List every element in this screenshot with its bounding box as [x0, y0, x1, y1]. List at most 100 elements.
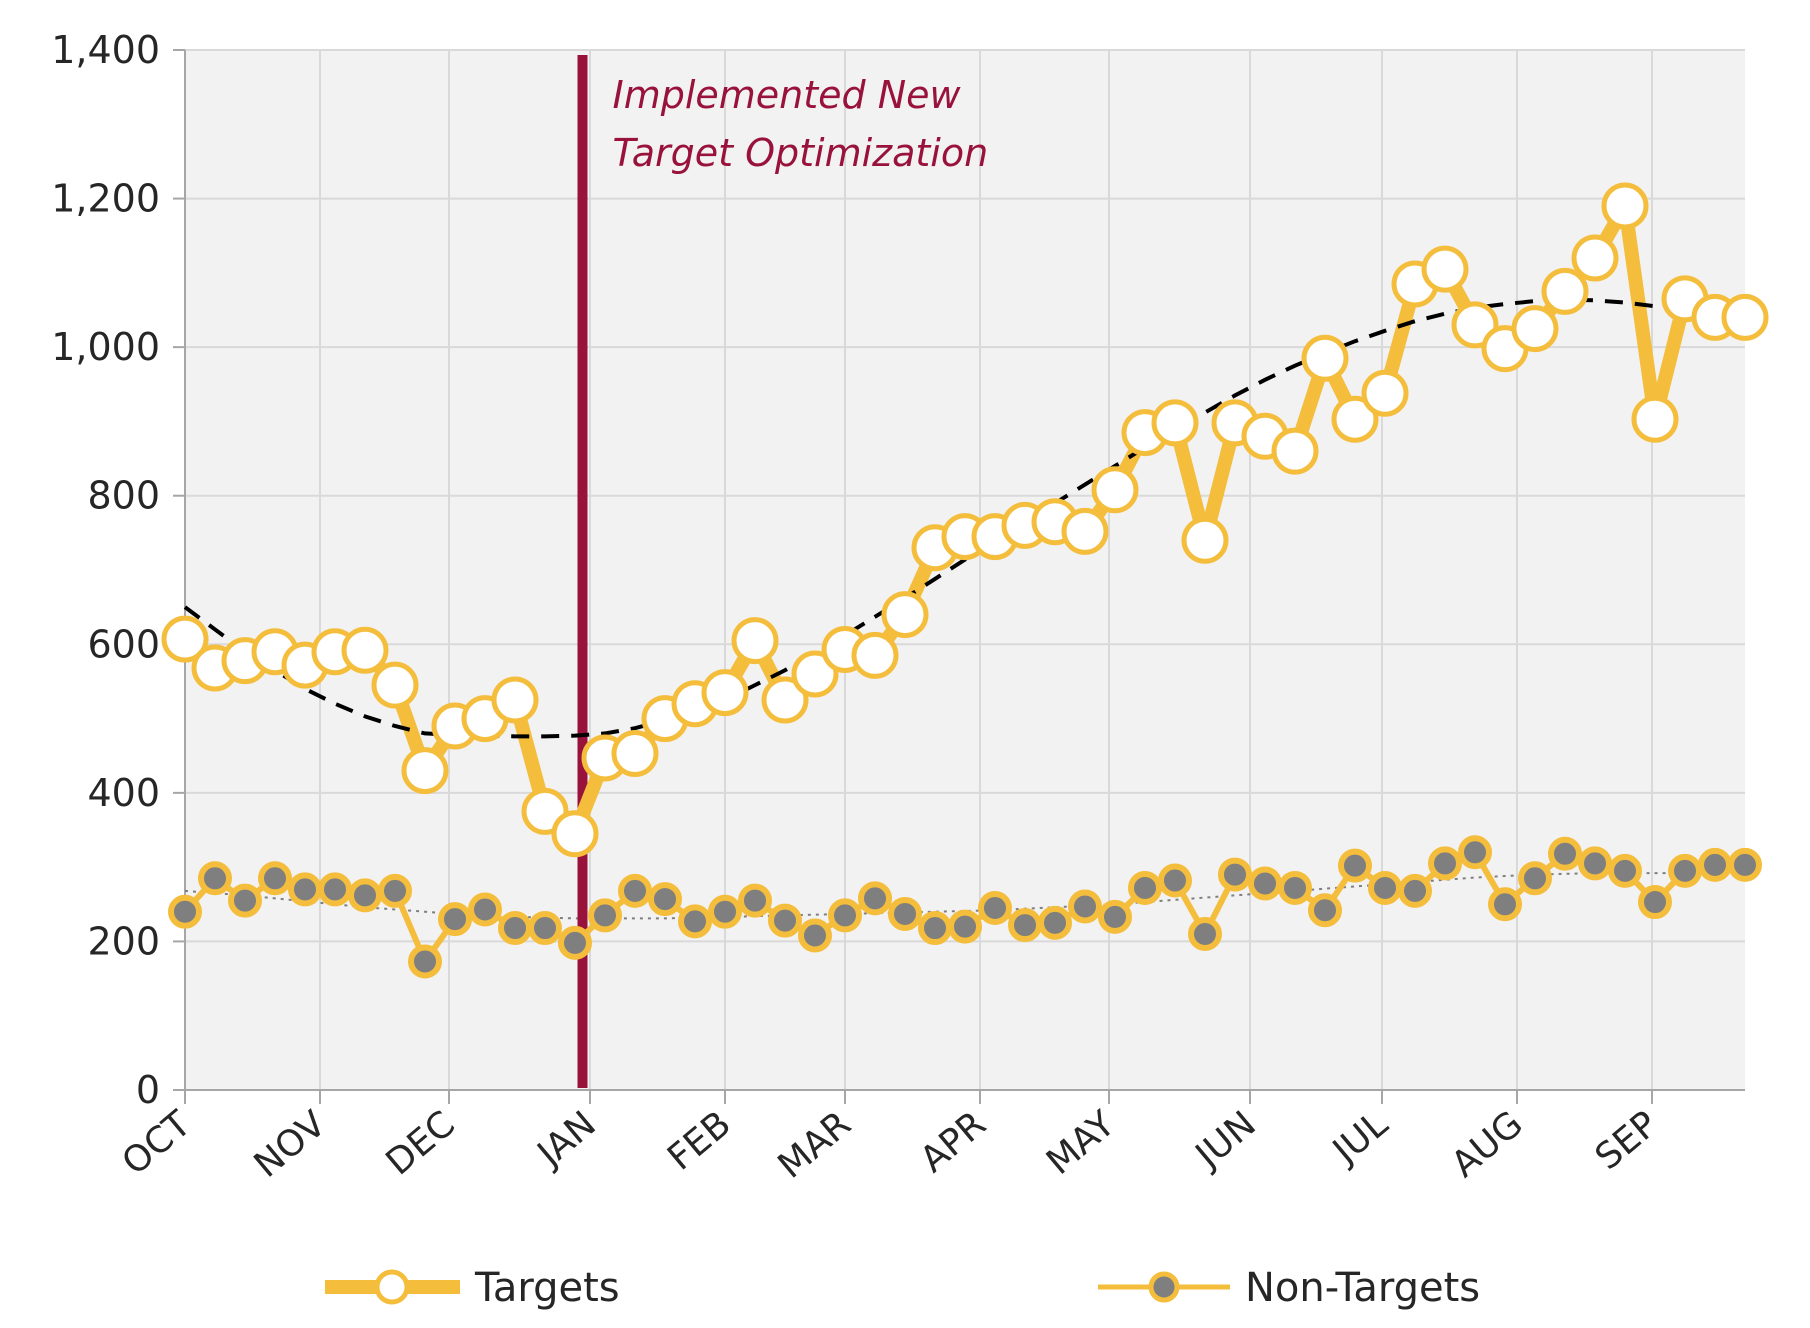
point-nontargets	[708, 894, 742, 929]
point-nontargets	[258, 861, 292, 896]
x-tick-label: JAN	[529, 1103, 604, 1175]
x-tick-label: NOV	[247, 1103, 334, 1186]
point-nontargets	[1608, 853, 1642, 888]
point-nontargets	[588, 898, 622, 933]
point-nontargets	[918, 911, 952, 946]
point-nontargets	[1098, 899, 1132, 934]
point-nontargets	[528, 911, 562, 946]
point-targets	[881, 591, 929, 639]
annotation: Implemented New Target Optimization	[577, 55, 989, 1088]
point-nontargets	[1158, 863, 1192, 898]
legend-nontargets-marker	[1148, 1271, 1180, 1303]
point-nontargets	[828, 898, 862, 933]
x-tick-label: AUG	[1444, 1103, 1531, 1185]
point-nontargets	[768, 903, 802, 938]
y-tick-label: 1,000	[51, 325, 160, 369]
point-nontargets	[378, 873, 412, 908]
point-nontargets	[648, 882, 682, 917]
point-targets	[1091, 466, 1139, 514]
point-nontargets	[978, 891, 1012, 925]
y-tick-label: 200	[87, 919, 160, 963]
point-nontargets	[1458, 835, 1492, 870]
point-nontargets	[1038, 905, 1072, 940]
y-tick-label: 0	[136, 1068, 160, 1112]
point-targets	[161, 615, 209, 663]
point-targets	[791, 650, 839, 698]
point-nontargets	[168, 894, 202, 929]
point-targets	[851, 631, 899, 679]
point-nontargets	[1698, 847, 1732, 882]
point-targets	[1451, 301, 1499, 349]
point-nontargets	[1578, 846, 1612, 881]
point-nontargets	[318, 872, 352, 907]
point-targets	[1301, 334, 1349, 382]
point-nontargets	[1488, 887, 1522, 922]
point-nontargets	[1668, 853, 1702, 888]
point-targets	[1181, 516, 1229, 564]
point-targets	[551, 810, 599, 858]
x-tick-label: JUN	[1187, 1103, 1264, 1177]
point-targets	[1061, 507, 1109, 555]
point-nontargets	[408, 944, 442, 979]
legend-item-nontargets: Non-Targets	[1098, 1265, 1480, 1311]
series	[161, 182, 1769, 979]
point-nontargets	[1338, 848, 1372, 883]
y-tick-label: 400	[87, 771, 160, 815]
point-nontargets	[1368, 870, 1402, 905]
point-nontargets	[678, 904, 712, 939]
point-nontargets	[288, 872, 322, 907]
point-nontargets	[858, 881, 892, 916]
point-nontargets	[1518, 861, 1552, 896]
point-targets	[1151, 399, 1199, 447]
point-nontargets	[228, 883, 262, 918]
point-targets	[1601, 182, 1649, 230]
point-nontargets	[798, 918, 832, 953]
point-targets	[761, 676, 809, 724]
x-tick-label: DEC	[379, 1103, 463, 1183]
point-nontargets	[198, 861, 232, 896]
y-tick-label: 600	[87, 622, 160, 666]
x-tick-label: APR	[913, 1103, 994, 1180]
point-targets	[1721, 293, 1769, 341]
x-tick-label: MAR	[771, 1103, 859, 1186]
point-nontargets	[1548, 836, 1582, 871]
point-targets	[701, 669, 749, 717]
point-targets	[401, 747, 449, 795]
x-tick-label: FEB	[660, 1103, 739, 1178]
x-tick-label: MAY	[1039, 1103, 1123, 1183]
point-targets	[371, 661, 419, 709]
point-targets	[1541, 267, 1589, 315]
y-tick-label: 1,200	[51, 177, 160, 221]
x-tick-label: JUL	[1324, 1103, 1396, 1172]
legend-item-targets: Targets	[325, 1265, 620, 1311]
point-nontargets	[618, 873, 652, 908]
y-tick-label: 1,400	[51, 28, 160, 72]
point-targets	[611, 729, 659, 777]
point-targets	[1511, 305, 1559, 353]
point-targets	[341, 626, 389, 674]
point-nontargets	[1398, 873, 1432, 908]
point-nontargets	[1308, 893, 1342, 928]
point-nontargets	[1128, 870, 1162, 905]
x-tick-label: OCT	[115, 1103, 200, 1184]
point-nontargets	[558, 925, 592, 960]
point-nontargets	[1218, 857, 1252, 892]
point-nontargets	[1278, 870, 1312, 905]
point-targets	[731, 617, 779, 665]
y-tick-label: 800	[87, 474, 160, 518]
point-targets	[1421, 245, 1469, 293]
annotation-text-line2: Target Optimization	[613, 131, 989, 175]
point-nontargets	[738, 883, 772, 918]
point-nontargets	[1428, 846, 1462, 881]
point-nontargets	[438, 902, 472, 937]
point-nontargets	[1248, 866, 1282, 901]
point-targets	[1361, 369, 1409, 417]
point-targets	[1331, 395, 1379, 443]
point-nontargets	[468, 892, 502, 927]
point-nontargets	[498, 911, 532, 946]
point-nontargets	[1728, 847, 1762, 882]
legend: Targets Non-Targets	[325, 1265, 1480, 1311]
point-nontargets	[888, 896, 922, 931]
legend-targets-marker	[374, 1269, 410, 1305]
